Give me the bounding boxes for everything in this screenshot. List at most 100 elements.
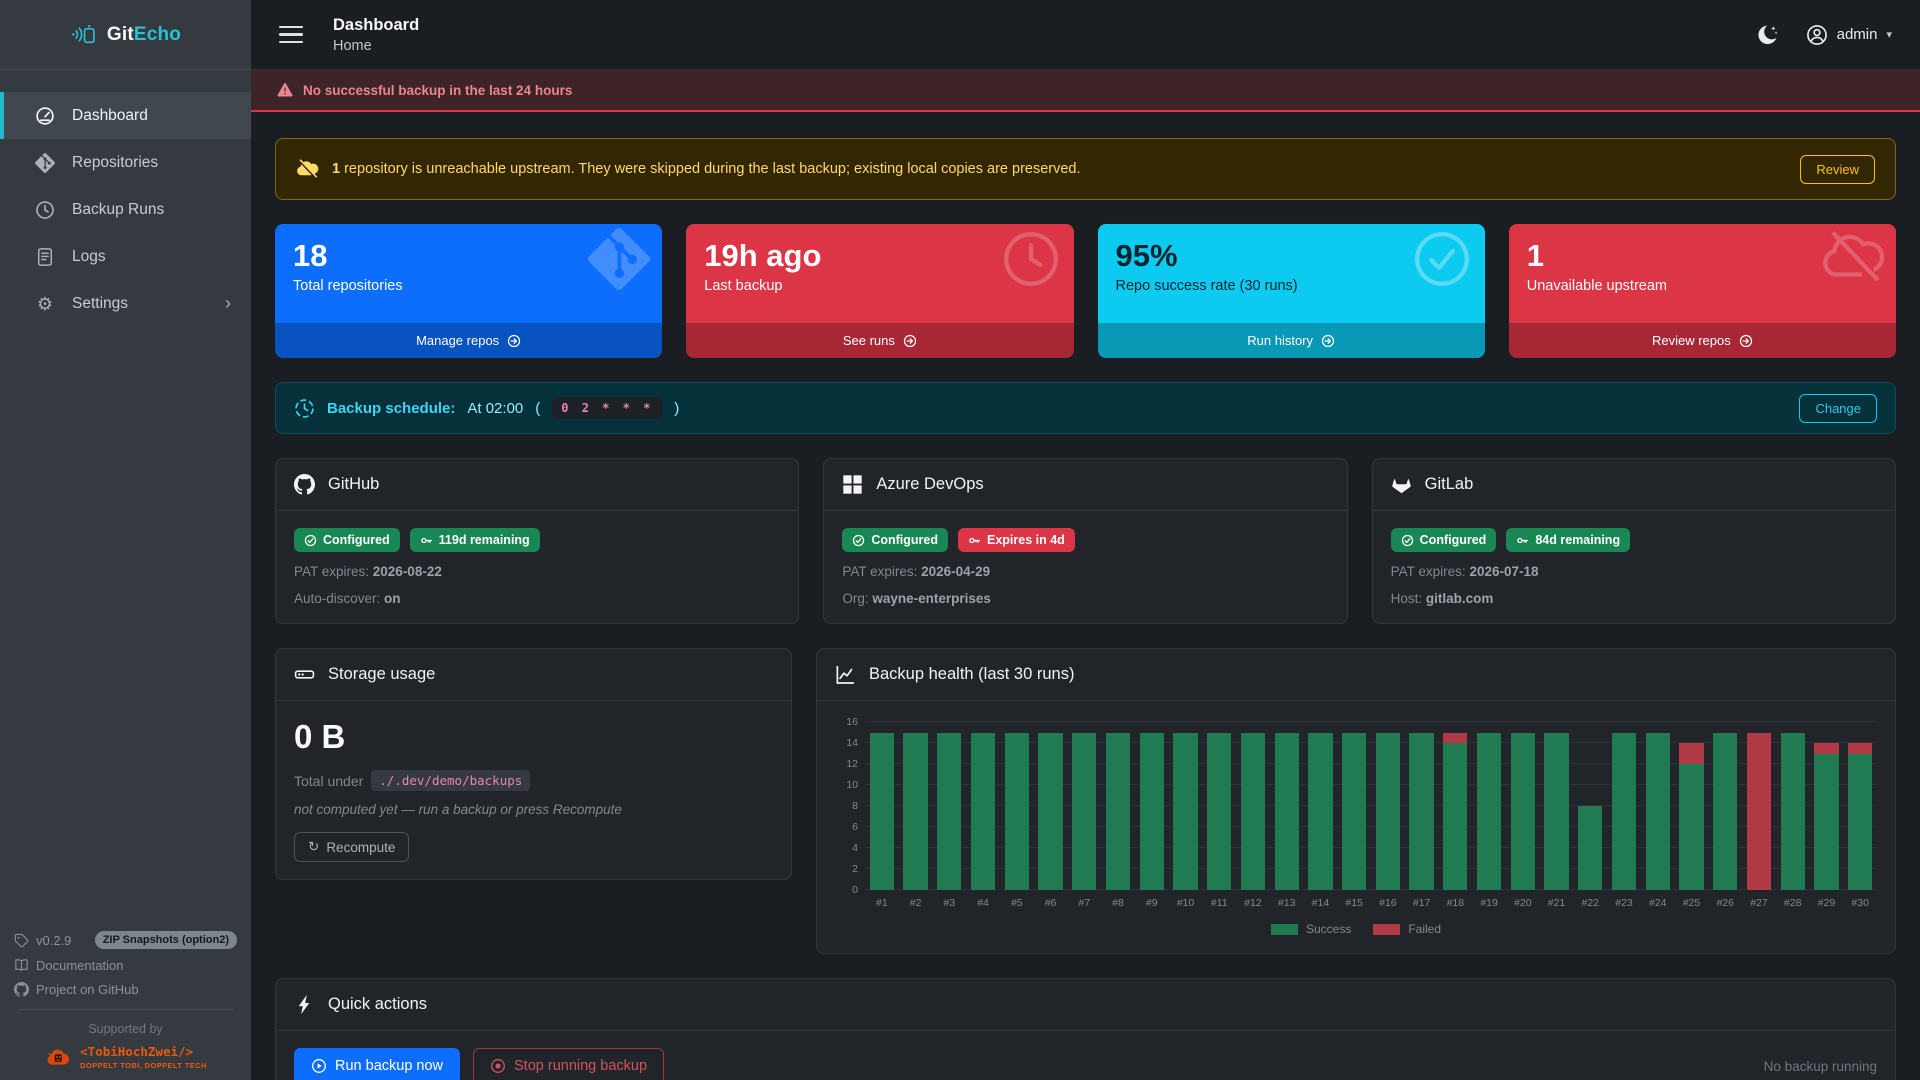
see-runs-link[interactable]: See runs — [686, 323, 1074, 358]
x-tick-label: #8 — [1112, 897, 1124, 909]
provider-field: PAT expires: 2026-04-29 — [842, 564, 991, 579]
y-tick-label: 0 — [852, 884, 858, 896]
storage-path-line: Total under ./.dev/demo/backups — [294, 770, 773, 791]
moon-stars-icon[interactable] — [1756, 24, 1778, 46]
bar-slot — [1304, 722, 1338, 890]
review-button[interactable]: Review — [1800, 154, 1875, 184]
bar-slot — [1337, 722, 1371, 890]
gridline — [865, 847, 1877, 848]
brand-name: GitEcho — [106, 23, 182, 45]
x-tick-label: #28 — [1783, 897, 1802, 909]
bar-slot — [1675, 722, 1709, 890]
sidebar-item-repositories[interactable]: Repositories — [0, 139, 251, 186]
x-tick-label: #3 — [943, 897, 956, 909]
project-github-link[interactable]: Project on GitHub — [14, 982, 237, 997]
run-history-link[interactable]: Run history — [1097, 323, 1485, 358]
user-menu[interactable]: admin ▾ — [1806, 24, 1892, 46]
stacked-bar — [1611, 732, 1637, 890]
stacked-bar — [1409, 732, 1434, 890]
stacked-bar — [1072, 732, 1097, 890]
stacked-bar — [1139, 732, 1164, 890]
stat-label: Unavailable upstream — [1526, 277, 1667, 294]
warning-text: 1 repository is unreachable upstream. Th… — [332, 161, 1081, 177]
brand[interactable]: GitEcho — [0, 0, 251, 70]
stat-card-unavailable-upstream: 1 Unavailable upstream Review repos — [1508, 224, 1896, 358]
storage-note: not computed yet — run a backup or press… — [294, 802, 622, 817]
arrow-right-circle-icon — [508, 334, 521, 347]
x-tick-label: #29 — [1817, 897, 1836, 909]
y-tick-label: 16 — [846, 716, 858, 728]
cloud-slash-icon — [297, 158, 319, 179]
stacked-bar — [903, 732, 928, 890]
page-title: Dashboard — [333, 15, 420, 34]
provider-field: PAT expires: 2026-08-22 — [294, 564, 442, 579]
sidebar-item-backup-runs[interactable]: Backup Runs — [0, 186, 251, 233]
x-tick-label: #15 — [1345, 897, 1363, 909]
bar-slot — [1708, 722, 1742, 890]
configured-badge: Configured — [294, 528, 400, 552]
unreachable-warning-banner: 1 repository is unreachable upstream. Th… — [275, 138, 1896, 200]
bar-slot — [1843, 722, 1877, 890]
sidebar-nav: Dashboard Repositories Backup Runs Logs … — [0, 92, 251, 327]
sidebar-item-settings[interactable]: ⚙ Settings › — [0, 280, 251, 327]
hamburger-menu-icon[interactable] — [279, 25, 303, 44]
check-circle-icon — [1401, 534, 1413, 546]
x-tick-label: #7 — [1078, 897, 1091, 909]
x-tick-label: #22 — [1581, 897, 1600, 909]
sidebar-item-logs[interactable]: Logs — [0, 233, 251, 280]
stacked-bar — [1780, 732, 1805, 890]
bar-slot — [1438, 722, 1472, 890]
bar-slot — [1472, 722, 1506, 890]
bar-slot — [966, 722, 1000, 890]
bar-chart: 0 2 4 6 8 10 12 14 16 — [835, 716, 1877, 896]
configured-badge: Configured — [1390, 528, 1497, 552]
stacked-bar — [1476, 732, 1502, 890]
providers-row: GitHub Configured 119d remaining PAT exp — [275, 458, 1896, 624]
documentation-link[interactable]: Documentation — [14, 958, 237, 973]
provider-name: GitHub — [328, 475, 380, 493]
x-tick-label: #18 — [1446, 897, 1465, 909]
stop-backup-button[interactable]: Stop running backup — [473, 1048, 665, 1080]
stat-value: 18 — [293, 238, 328, 273]
sidebar-item-dashboard[interactable]: Dashboard — [0, 92, 251, 139]
sponsor-link[interactable]: <TobiHochZwei/> DOPPELT TOBI, DOPPELT TE… — [14, 1044, 237, 1070]
lightning-icon — [298, 994, 310, 1015]
backup-status-text: No backup running — [1763, 1058, 1877, 1074]
clock-history-icon — [295, 398, 314, 418]
caret-down-icon: ▾ — [1886, 29, 1892, 41]
stat-cards-row: 18 Total repositories Manage repos 19h a… — [275, 224, 1896, 358]
version-label: v0.2.9 — [36, 932, 72, 948]
bar-slot — [1540, 722, 1574, 890]
key-icon — [1517, 537, 1529, 543]
x-tick-label: #19 — [1480, 897, 1498, 909]
breadcrumb[interactable]: Home — [333, 37, 372, 54]
provider-field: Host: gitlab.com — [1390, 591, 1494, 606]
danger-alert-banner: No successful backup in the last 24 hour… — [251, 70, 1920, 112]
bar-slot — [1371, 722, 1405, 890]
bar-slot — [932, 722, 966, 890]
cron-expression: 0 2 * * * — [552, 397, 663, 419]
stacked-bar — [1240, 732, 1266, 890]
stacked-bar — [1308, 732, 1333, 890]
bar-slot — [1000, 722, 1034, 890]
chart-legend: Success Failed — [835, 922, 1877, 936]
change-schedule-button[interactable]: Change — [1799, 393, 1877, 423]
x-tick-label: #17 — [1412, 897, 1431, 909]
x-tick-label: #10 — [1176, 897, 1195, 909]
footer-divider — [18, 1009, 233, 1010]
schedule-label: Backup schedule: — [327, 399, 456, 417]
run-backup-button[interactable]: Run backup now — [294, 1048, 461, 1080]
gridline — [865, 763, 1877, 764]
manage-repos-link[interactable]: Manage repos — [275, 323, 663, 358]
recompute-button[interactable]: ↻ Recompute — [294, 832, 410, 862]
bar-slot — [1742, 722, 1776, 890]
y-tick-label: 12 — [846, 758, 858, 770]
stacked-bar — [1443, 732, 1468, 890]
y-tick-label: 14 — [846, 737, 858, 749]
x-tick-label: #24 — [1648, 897, 1667, 909]
review-repos-link[interactable]: Review repos — [1508, 323, 1896, 358]
bar-slot — [1169, 722, 1203, 890]
gridline — [865, 784, 1877, 785]
stacked-bar — [1814, 743, 1839, 890]
gridline — [865, 742, 1877, 743]
